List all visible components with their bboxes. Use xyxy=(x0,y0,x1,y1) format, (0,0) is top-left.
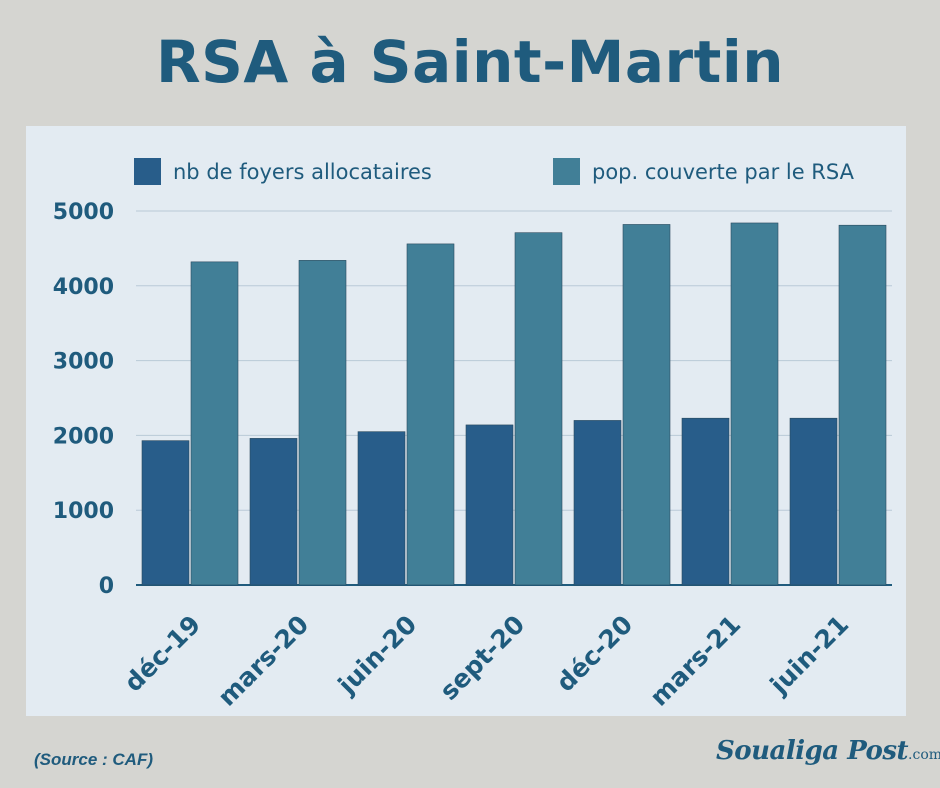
y-tick-label: 0 xyxy=(99,574,114,599)
legend-label: pop. couverte par le RSA xyxy=(592,160,855,184)
bar-foyers xyxy=(681,417,730,586)
y-tick-label: 2000 xyxy=(53,424,114,449)
bar-population xyxy=(838,224,887,586)
chart-title: RSA à Saint-Martin xyxy=(155,28,785,96)
y-tick-label: 4000 xyxy=(53,275,114,300)
bar-foyers xyxy=(573,420,622,586)
bar-foyers xyxy=(141,440,190,586)
soualiga-post-logo: Soualiga Post.com xyxy=(716,736,940,766)
x-tick-label: sept-20 xyxy=(434,610,530,706)
bar-foyers xyxy=(357,431,406,586)
bar-foyers xyxy=(789,417,838,586)
chart-panel: 0 1000 2000 3000 4000 5000 déc-19 mars-20 juin-2… xyxy=(26,126,906,716)
x-tick-label: juin-21 xyxy=(764,610,854,700)
bar-population xyxy=(730,222,779,586)
legend-label: nb de foyers allocataires xyxy=(173,160,432,184)
x-tick-label: mars-20 xyxy=(212,610,314,712)
bar-population xyxy=(622,224,671,586)
bar-population xyxy=(190,261,239,586)
bar-foyers xyxy=(465,424,514,586)
legend-swatch xyxy=(134,158,161,185)
logo-domain: .com xyxy=(908,747,940,763)
bar-foyers xyxy=(249,438,298,586)
y-tick-label: 5000 xyxy=(53,200,114,225)
bar-population xyxy=(298,260,347,586)
x-tick-label: juin-20 xyxy=(332,610,422,700)
bar-population xyxy=(406,243,455,586)
legend-swatch xyxy=(553,158,580,185)
logo-wordmark: Soualiga Post xyxy=(716,736,909,766)
x-tick-label: mars-21 xyxy=(644,610,746,712)
source-note: (Source : CAF) xyxy=(34,750,153,769)
x-tick-label: déc-19 xyxy=(119,610,207,698)
bar-population xyxy=(514,232,563,586)
x-tick-label: déc-20 xyxy=(551,610,639,698)
y-tick-label: 1000 xyxy=(53,499,114,524)
y-tick-label: 3000 xyxy=(53,350,114,375)
